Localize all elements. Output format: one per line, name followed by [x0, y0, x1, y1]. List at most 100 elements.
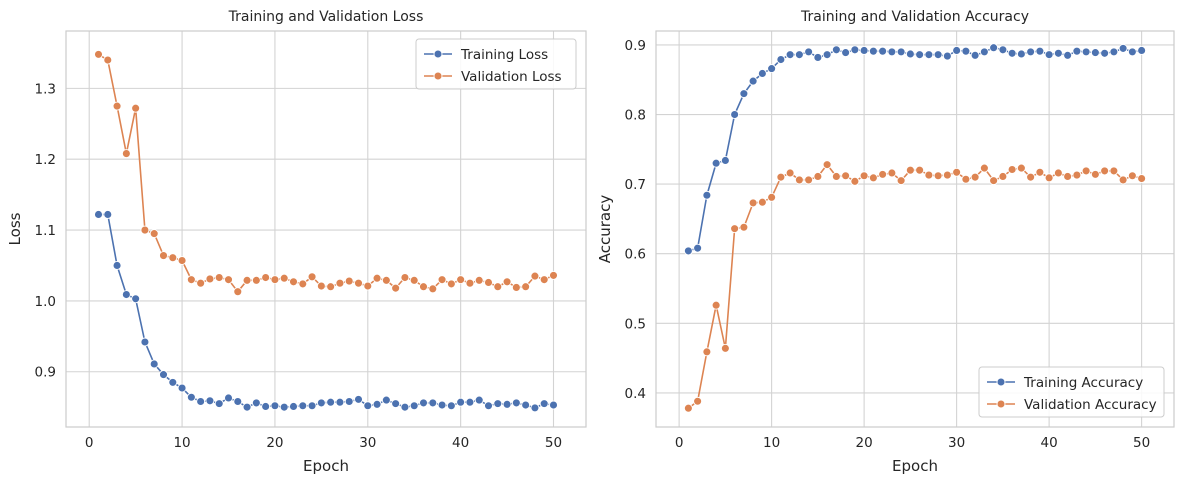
data-point [989, 43, 999, 53]
data-point [465, 278, 475, 288]
data-point [776, 172, 786, 182]
data-point [502, 277, 512, 287]
x-tick-label: 50 [1133, 435, 1150, 451]
data-point [112, 261, 122, 270]
data-point [1127, 47, 1137, 57]
data-point [298, 401, 308, 411]
data-point [270, 401, 280, 411]
data-point [1100, 166, 1110, 176]
data-point [316, 398, 326, 408]
data-point [1072, 46, 1082, 56]
y-tick-label: 1.1 [35, 223, 56, 239]
data-point [1100, 48, 1110, 58]
x-tick-label: 40 [452, 435, 469, 451]
data-point [1109, 47, 1119, 57]
data-point [1016, 163, 1026, 173]
data-point [720, 155, 730, 165]
series-validation-loss [94, 49, 558, 297]
data-point [214, 399, 224, 409]
data-point [131, 294, 141, 304]
series-training-accuracy [683, 43, 1147, 256]
x-axis-label: Epoch [303, 457, 349, 475]
legend-label: Training Loss [460, 47, 548, 63]
data-point [409, 401, 419, 411]
data-point [539, 275, 549, 285]
data-point [868, 173, 878, 183]
data-point [730, 224, 740, 234]
data-point [363, 281, 373, 291]
data-point [952, 167, 962, 177]
data-point [159, 251, 168, 261]
data-point [363, 401, 373, 411]
data-point [850, 45, 860, 55]
plot-frame [65, 30, 587, 428]
data-point [924, 170, 934, 180]
data-point [1035, 46, 1045, 56]
data-point [1090, 48, 1100, 58]
data-point [739, 89, 749, 99]
legend-item-validation-loss: Validation Loss [424, 69, 562, 85]
data-point [400, 273, 410, 282]
data-point [794, 175, 804, 185]
data-point [539, 399, 549, 409]
y-tick-label: 1.0 [35, 294, 56, 310]
data-point [140, 225, 150, 235]
data-point [813, 172, 823, 181]
data-point [831, 172, 841, 181]
data-point [942, 170, 952, 180]
data-point [214, 273, 224, 282]
data-point [702, 190, 712, 200]
data-point [1137, 46, 1147, 55]
x-tick-label: 10 [173, 435, 190, 451]
data-point [270, 275, 280, 285]
legend: Training Accuracy Validation Accuracy [978, 366, 1165, 418]
data-point [428, 398, 438, 408]
y-tick-label: 0.6 [625, 247, 646, 263]
data-point [511, 398, 521, 408]
data-point [767, 192, 777, 202]
data-point [549, 400, 558, 410]
data-point [841, 48, 851, 58]
data-point [196, 397, 206, 406]
data-point [1081, 166, 1091, 176]
data-point [279, 402, 289, 412]
data-point [251, 398, 261, 408]
data-point [354, 394, 363, 404]
legend-marker [433, 49, 443, 59]
data-point [730, 110, 740, 119]
data-point [335, 278, 345, 288]
data-point [205, 396, 215, 406]
data-point [121, 149, 131, 159]
data-point [549, 270, 558, 280]
data-point [1035, 167, 1045, 177]
data-point [1072, 170, 1082, 180]
data-point [989, 176, 999, 186]
data-point [131, 103, 141, 113]
data-point [381, 275, 391, 285]
y-tick-label: 0.9 [625, 38, 646, 54]
legend-label: Training Accuracy [1023, 375, 1143, 391]
data-point [196, 278, 206, 288]
data-point [693, 396, 703, 406]
data-point [1118, 43, 1128, 53]
data-point [961, 174, 971, 184]
data-point [794, 50, 804, 60]
data-point [711, 300, 721, 310]
data-point [456, 397, 466, 407]
data-point [1109, 166, 1119, 176]
data-point [813, 52, 823, 62]
data-point [859, 171, 869, 181]
data-point [1026, 172, 1036, 182]
data-point [112, 101, 122, 111]
data-point [381, 395, 391, 405]
data-point [326, 397, 336, 407]
x-tick-label: 40 [1041, 435, 1058, 451]
data-point [103, 55, 113, 65]
data-point [767, 64, 777, 74]
data-point [693, 243, 703, 253]
data-point [683, 403, 693, 413]
y-axis-label: Accuracy [596, 195, 614, 264]
data-point [474, 395, 484, 405]
data-point [804, 175, 814, 185]
